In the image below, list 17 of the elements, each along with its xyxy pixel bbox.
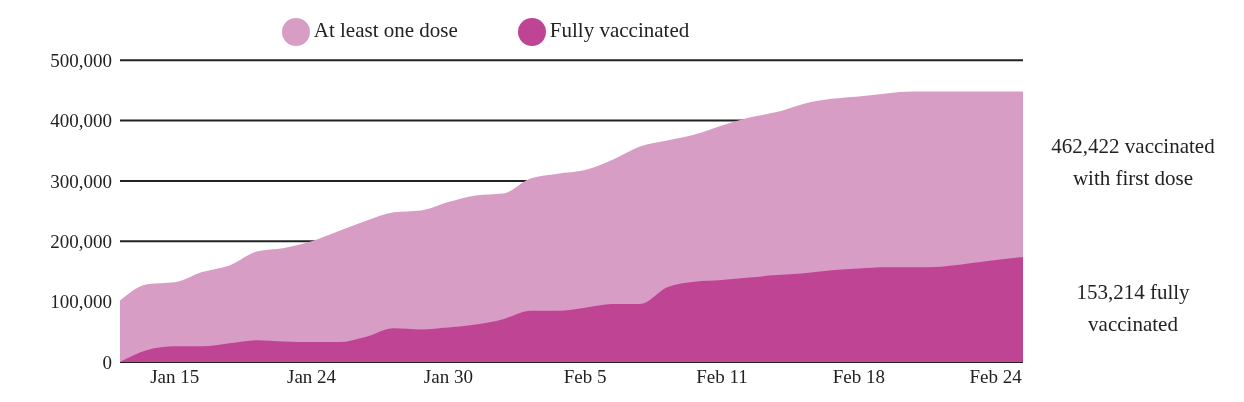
text: 153,214 fully vaccinated (1075, 279, 1191, 338)
x-tick-label: Jan 24 (287, 366, 337, 388)
legend-label: Fully vaccinated (549, 18, 690, 42)
text: 462,422 vaccinated with first dose (1050, 133, 1216, 192)
y-tick-label: 0 (102, 351, 112, 373)
y-tick-label: 400,000 (50, 110, 112, 132)
y-tick-label: 200,000 (50, 231, 112, 253)
y-tick-label: 300,000 (50, 170, 112, 192)
x-tick-label: Feb 24 (969, 366, 1023, 388)
y-tick-label: 500,000 (50, 49, 112, 71)
x-tick-label: Feb 18 (832, 366, 885, 388)
x-tick-label: Feb 5 (563, 366, 607, 388)
x-tick-label: Feb 11 (696, 366, 748, 388)
legend-label: At least one dose (313, 18, 458, 42)
x-tick-label: Jan 30 (423, 366, 473, 388)
y-tick-label: 100,000 (50, 291, 112, 313)
x-tick-label: Jan 15 (150, 366, 200, 388)
